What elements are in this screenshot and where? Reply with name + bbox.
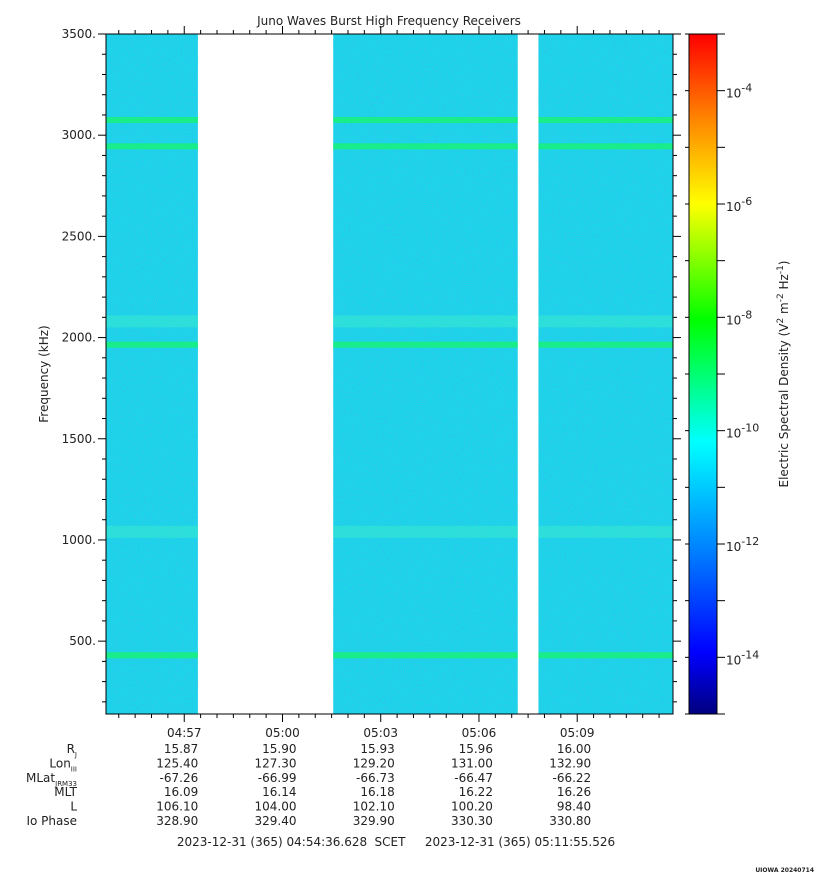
- ephemeris-value: 16.09: [164, 785, 198, 799]
- emission-band: [333, 143, 518, 150]
- ephemeris-value: 330.30: [451, 814, 493, 828]
- ephemeris-value: 15.96: [459, 742, 493, 756]
- time-label: SCET: [375, 835, 407, 849]
- x-tick-label: 05:06: [462, 726, 497, 740]
- colorbar-tick-label: 10-4: [726, 82, 752, 101]
- x-tick-label: 05:03: [363, 726, 398, 740]
- ephemeris-label: LonIII: [49, 756, 77, 773]
- emission-band: [538, 652, 673, 659]
- chart-title: Juno Waves Burst High Frequency Receiver…: [256, 14, 521, 28]
- emission-band: [538, 315, 673, 328]
- x-axis: 04:57 05:00 05:03 05:06 05:09: [118, 26, 660, 740]
- footer-stamp: UIOWA 20240714: [755, 867, 814, 874]
- y-axis-label: Frequency (kHz): [37, 325, 51, 422]
- ephemeris-value: 127.30: [254, 756, 296, 770]
- emission-band: [105, 315, 198, 328]
- ephemeris-value: -66.73: [356, 771, 395, 785]
- ephemeris-value: 15.93: [360, 742, 394, 756]
- x-tick-label: 04:57: [167, 726, 202, 740]
- emission-band: [538, 117, 673, 124]
- ephemeris-label: RJ: [67, 742, 77, 759]
- segment-noise: [105, 34, 198, 714]
- ephemeris-value: -66.47: [454, 771, 493, 785]
- ephemeris-value: 106.10: [156, 800, 198, 814]
- emission-band: [105, 143, 198, 150]
- ephemeris-value: 100.20: [451, 800, 493, 814]
- ephemeris-label: MLatJRM33: [26, 771, 77, 788]
- ephemeris-value: 16.00: [557, 742, 591, 756]
- emission-band: [105, 525, 198, 538]
- ephemeris-value: 16.14: [262, 785, 296, 799]
- emission-band: [105, 341, 198, 348]
- plot-area: [105, 34, 673, 714]
- ephemeris-value: 15.87: [164, 742, 198, 756]
- segment-noise: [333, 34, 518, 714]
- ephemeris-value: 16.22: [459, 785, 493, 799]
- y-tick-label: 2000.: [62, 331, 96, 345]
- ephemeris-label: Io Phase: [26, 814, 77, 828]
- colorbar-tick-label: 10-10: [726, 422, 759, 441]
- emission-band: [538, 341, 673, 348]
- ephemeris-value: -67.26: [160, 771, 199, 785]
- colorbar-tick-label: 10-12: [726, 535, 759, 554]
- colorbar-label: Electric Spectral Density (V2 m-2 Hz-1): [776, 260, 791, 487]
- data-segment-1: [105, 34, 198, 714]
- emission-band: [105, 117, 198, 124]
- ephemeris-value: 104.00: [254, 800, 296, 814]
- emission-band: [333, 652, 518, 659]
- colorbar-ticks: 10-4 10-6 10-8 10-10 10-12 10-14: [685, 33, 759, 715]
- emission-band: [538, 525, 673, 538]
- emission-band: [333, 525, 518, 538]
- emission-band: [333, 341, 518, 348]
- ephemeris-value: 132.90: [549, 756, 591, 770]
- ephemeris-table: RJ 15.87 15.90 15.93 15.96 16.00 LonIII 125.40 1…: [26, 742, 591, 828]
- colorbar-tick-label: 10-14: [726, 648, 759, 667]
- data-segment-3: [538, 34, 673, 714]
- ephemeris-value: 16.26: [557, 785, 591, 799]
- ephemeris-value: 330.80: [549, 814, 591, 828]
- colorbar-gradient: [689, 34, 717, 714]
- segment-noise: [538, 34, 673, 714]
- y-tick-label: 1500.: [62, 432, 96, 446]
- ephemeris-value: 129.20: [353, 756, 395, 770]
- ephemeris-value: -66.22: [553, 771, 592, 785]
- ephemeris-label: L: [70, 800, 77, 814]
- y-tick-label: 1000.: [62, 533, 96, 547]
- ephemeris-value: 15.90: [262, 742, 296, 756]
- ephemeris-label: MLT: [54, 785, 77, 799]
- y-tick-label: 2500.: [62, 229, 96, 243]
- ephemeris-value: 328.90: [156, 814, 198, 828]
- data-segment-2: [333, 34, 518, 714]
- y-tick-label: 500.: [69, 634, 96, 648]
- emission-band: [333, 117, 518, 124]
- plot-frame: [105, 33, 674, 715]
- x-tick-label: 05:09: [560, 726, 595, 740]
- x-tick-label: 05:00: [265, 726, 300, 740]
- colorbar-tick-label: 10-6: [726, 195, 752, 214]
- y-tick-label: 3000.: [62, 128, 96, 142]
- ephemeris-value: 329.90: [353, 814, 395, 828]
- ephemeris-value: 329.40: [254, 814, 296, 828]
- ephemeris-value: 98.40: [557, 800, 591, 814]
- y-tick-label: 3500.: [62, 27, 96, 41]
- colorbar-tick-label: 10-8: [726, 308, 752, 327]
- emission-band: [538, 143, 673, 150]
- ephemeris-value: 125.40: [156, 756, 198, 770]
- colorbar: [688, 33, 718, 715]
- ephemeris-value: -66.99: [258, 771, 297, 785]
- emission-band: [333, 315, 518, 328]
- time-end: 2023-12-31 (365) 05:11:55.526: [425, 835, 615, 849]
- ephemeris-value: 102.10: [353, 800, 395, 814]
- ephemeris-value: 16.18: [360, 785, 394, 799]
- y-axis: 500. 1000. 1500. 2000. 2500. 3000. 3500.: [62, 27, 681, 703]
- emission-band: [105, 652, 198, 659]
- time-start: 2023-12-31 (365) 04:54:36.628: [177, 835, 367, 849]
- ephemeris-value: 131.00: [451, 756, 493, 770]
